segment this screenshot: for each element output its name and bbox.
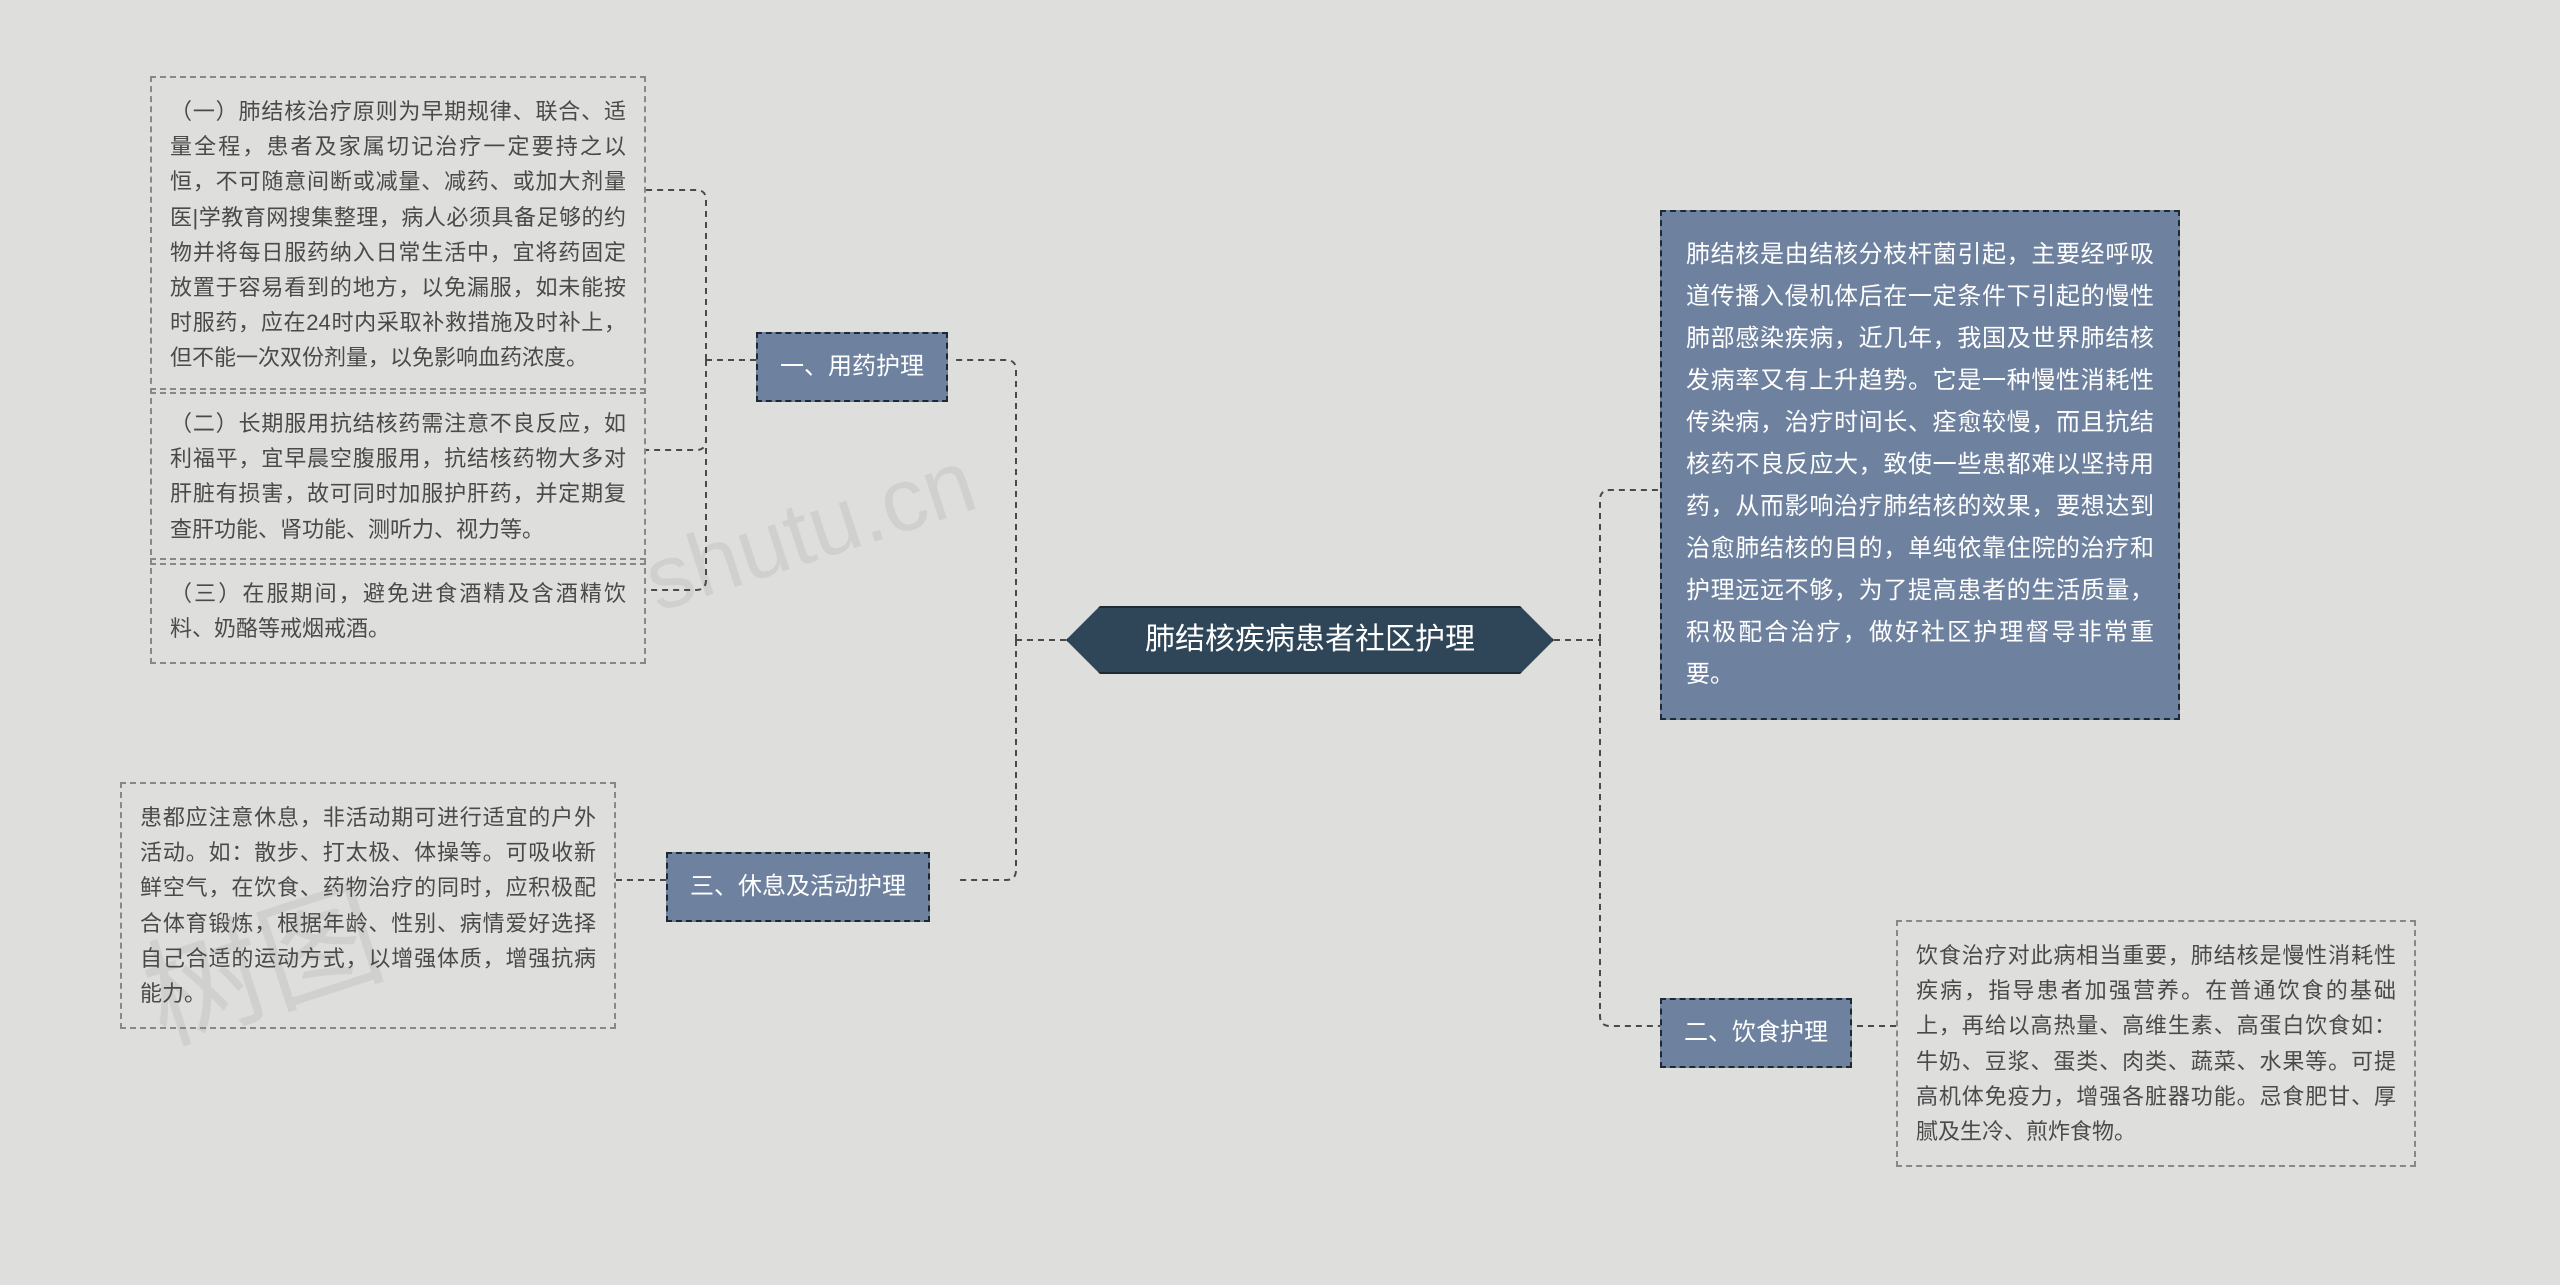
- branch-diet-label: 二、饮食护理: [1684, 1014, 1828, 1052]
- branch-medication: 一、用药护理: [756, 332, 948, 402]
- leaf-med-b-text: （二）长期服用抗结核药需注意不良反应，如利福平，宜早晨空腹服用，抗结核药物大多对…: [170, 406, 626, 547]
- leaf-med-c: （三）在服期间，避免进食酒精及含酒精饮料、奶酪等戒烟戒酒。: [150, 558, 646, 664]
- leaf-diet: 饮食治疗对此病相当重要，肺结核是慢性消耗性疾病，指导患者加强营养。在普通饮食的基…: [1896, 920, 2416, 1167]
- branch-rest: 三、休息及活动护理: [666, 852, 930, 922]
- leaf-rest-text: 患都应注意休息，非活动期可进行适宜的户外活动。如：散步、打太极、体操等。可吸收新…: [140, 800, 596, 1011]
- watermark-1: shutu.cn: [632, 430, 987, 633]
- leaf-med-a-text: （一）肺结核治疗原则为早期规律、联合、适量全程，患者及家属切记治疗一定要持之以恒…: [170, 94, 626, 376]
- leaf-rest: 患都应注意休息，非活动期可进行适宜的户外活动。如：散步、打太极、体操等。可吸收新…: [120, 782, 616, 1029]
- intro-text: 肺结核是由结核分枝杆菌引起，主要经呼吸道传播入侵机体后在一定条件下引起的慢性肺部…: [1686, 234, 2154, 696]
- root-label: 肺结核疾病患者社区护理: [1145, 616, 1475, 664]
- intro-block: 肺结核是由结核分枝杆菌引起，主要经呼吸道传播入侵机体后在一定条件下引起的慢性肺部…: [1660, 210, 2180, 720]
- branch-medication-label: 一、用药护理: [780, 348, 924, 386]
- leaf-med-c-text: （三）在服期间，避免进食酒精及含酒精饮料、奶酪等戒烟戒酒。: [170, 576, 626, 646]
- root-node: 肺结核疾病患者社区护理: [1066, 606, 1554, 674]
- leaf-med-a: （一）肺结核治疗原则为早期规律、联合、适量全程，患者及家属切记治疗一定要持之以恒…: [150, 76, 646, 394]
- branch-diet: 二、饮食护理: [1660, 998, 1852, 1068]
- leaf-med-b: （二）长期服用抗结核药需注意不良反应，如利福平，宜早晨空腹服用，抗结核药物大多对…: [150, 388, 646, 565]
- leaf-diet-text: 饮食治疗对此病相当重要，肺结核是慢性消耗性疾病，指导患者加强营养。在普通饮食的基…: [1916, 938, 2396, 1149]
- branch-rest-label: 三、休息及活动护理: [690, 868, 906, 906]
